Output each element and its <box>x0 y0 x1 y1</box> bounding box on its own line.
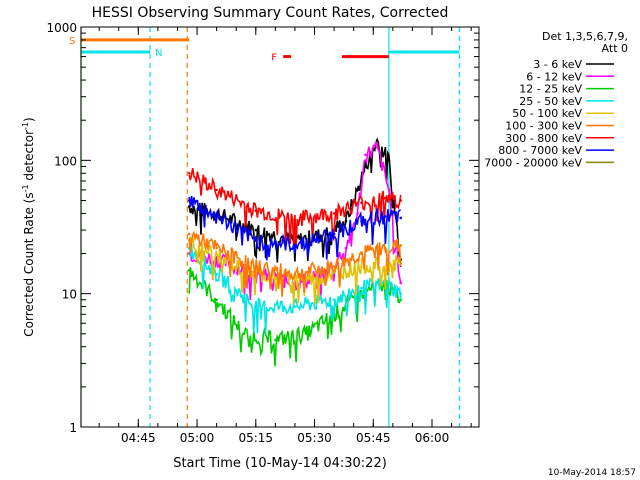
series-5-point-2 <box>254 265 258 268</box>
legend-label-6: 300 - 800 keV <box>505 132 582 145</box>
series-6-point-7 <box>399 199 403 202</box>
flag-label-0: S <box>69 36 75 47</box>
series-line-7 <box>188 196 401 261</box>
series-2-point-2 <box>242 332 246 336</box>
plot-frame <box>80 26 480 428</box>
series-1-point-5 <box>344 246 348 250</box>
timestamp: 10-May-2014 18:57 <box>548 468 636 478</box>
flag-label-1: N <box>155 48 162 59</box>
series-2-point-4 <box>305 332 309 336</box>
x-tick-label-1: 05:00 <box>180 431 215 445</box>
series-1-point-10 <box>399 281 403 285</box>
series-4-point-2 <box>274 277 277 280</box>
series-1-point-9 <box>387 188 391 192</box>
y-label-sup-1: -1 <box>21 184 30 192</box>
x-tick-label-0: 04:45 <box>121 431 156 445</box>
legend-label-3: 25 - 50 keV <box>519 95 582 108</box>
series-line-3 <box>188 244 402 334</box>
series-3-point-7 <box>399 292 403 296</box>
series-3-point-1 <box>215 272 218 276</box>
legend-header-2: Att 0 <box>602 42 628 55</box>
series-5-point-4 <box>332 265 336 268</box>
legend-label-1: 6 - 12 keV <box>526 70 582 83</box>
series-0-point-2 <box>254 228 258 232</box>
series-5-point-7 <box>399 244 403 247</box>
series-7-point-6 <box>383 215 387 218</box>
series-7-point-2 <box>254 239 258 242</box>
series-7-point-3 <box>293 244 297 247</box>
y-label-part-3: ) <box>22 117 36 122</box>
legend-label-0: 3 - 6 keV <box>533 58 582 71</box>
series-1-point-7 <box>364 153 367 157</box>
series-7-point-0 <box>187 199 191 202</box>
x-tick-label-5: 06:00 <box>415 431 450 445</box>
series-line-6 <box>188 167 402 247</box>
y-label-part-2: detector <box>22 130 36 185</box>
y-label-part-1: Corrected Count Rate (s <box>22 192 36 336</box>
plot-area: S N F <box>69 27 461 427</box>
series-5-point-1 <box>215 246 218 250</box>
y-label-sup-2: -1 <box>21 122 30 130</box>
series-6-point-0 <box>187 172 191 175</box>
series-3-point-3 <box>293 305 297 308</box>
series-2-point-3 <box>274 338 277 342</box>
series-7-point-5 <box>360 219 363 223</box>
series-1-point-6 <box>356 212 359 215</box>
series-3-point-5 <box>360 286 363 290</box>
series-6-point-3 <box>293 218 297 221</box>
series-0-point-6 <box>356 188 359 192</box>
series-5-point-5 <box>360 252 363 255</box>
series-6-point-2 <box>254 209 258 212</box>
series-5-point-3 <box>293 272 297 276</box>
x-axis: 04:45 05:00 05:15 05:30 05:45 06:00 <box>98 27 472 445</box>
y-axis: 1 10 100 1000 <box>46 21 479 435</box>
series-0-point-8 <box>375 139 379 143</box>
flag-label-2: F <box>271 53 277 64</box>
series-4-point-1 <box>234 265 238 268</box>
series-7-point-1 <box>215 215 218 218</box>
series-6-point-6 <box>383 196 387 200</box>
x-tick-label-3: 05:30 <box>297 431 332 445</box>
series-0-point-5 <box>344 219 348 223</box>
x-tick-label-2: 05:15 <box>238 431 273 445</box>
y-tick-label-1: 10 <box>62 288 77 302</box>
y-tick-label-2: 100 <box>54 154 77 168</box>
series-3-point-4 <box>332 298 336 302</box>
y-tick-label-0: 1 <box>69 421 77 435</box>
legend-label-4: 50 - 100 keV <box>512 107 582 120</box>
series-6-point-5 <box>360 201 363 205</box>
series-4-point-4 <box>360 265 363 268</box>
series-0-point-7 <box>364 165 367 168</box>
series-2-point-1 <box>215 298 218 302</box>
series-1-point-8 <box>375 146 379 149</box>
series-2-point-0 <box>187 268 191 272</box>
chart-title: HESSI Observing Summary Count Rates, Cor… <box>92 5 449 21</box>
series-7-point-7 <box>399 216 403 220</box>
series-6-point-4 <box>332 212 336 215</box>
y-axis-label: Corrected Count Rate (s-1 detector-1) <box>21 117 36 336</box>
series-5-point-0 <box>187 232 191 236</box>
y-tick-label-3: 1000 <box>46 21 77 35</box>
legend-label-8: 7000 - 20000 keV <box>484 156 582 169</box>
series-7-point-4 <box>332 232 336 236</box>
legend-label-2: 12 - 25 keV <box>519 83 582 96</box>
legend-label-5: 100 - 300 keV <box>505 120 582 133</box>
series-6-point-1 <box>215 188 218 192</box>
series-5-point-6 <box>383 246 387 250</box>
legend-label-7: 800 - 7000 keV <box>498 144 582 157</box>
series-4-point-3 <box>313 277 316 280</box>
x-tick-label-4: 05:45 <box>356 431 391 445</box>
series-3-point-2 <box>254 305 258 308</box>
legend-header-1: Det 1,3,5,6,7,9, <box>542 30 628 43</box>
series-0-point-9 <box>387 159 391 162</box>
x-axis-label: Start Time (10-May-14 04:30:22) <box>173 456 387 471</box>
